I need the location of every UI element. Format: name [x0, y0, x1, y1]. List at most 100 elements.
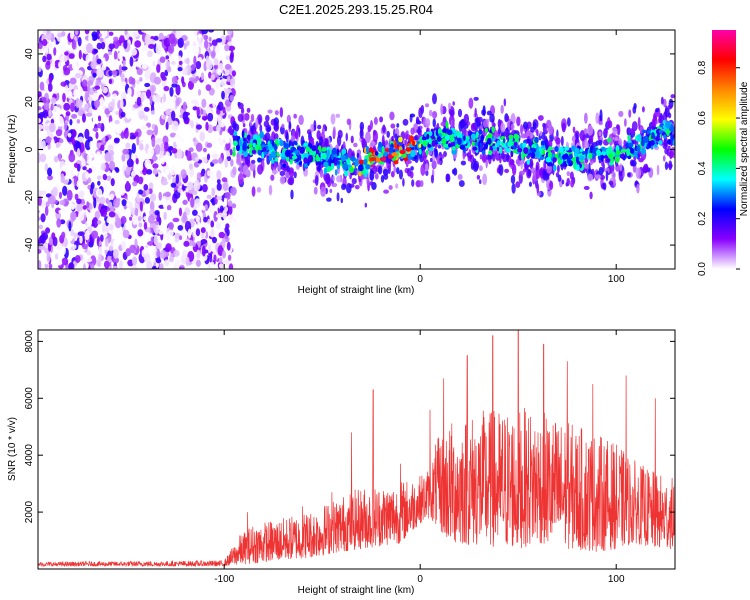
ridge-core	[491, 126, 495, 133]
noise-blob	[144, 159, 152, 169]
noise-blob	[53, 155, 59, 163]
ridge-core	[554, 145, 559, 153]
ridge-halo	[670, 94, 675, 99]
noise-blob	[120, 216, 127, 225]
noise-blob	[217, 115, 222, 126]
noise-blob	[108, 51, 113, 56]
noise-blob	[229, 78, 235, 86]
ridge-halo	[255, 117, 259, 129]
noise-blob	[145, 89, 152, 99]
ridge-halo	[518, 170, 525, 176]
ridge-halo	[425, 170, 429, 177]
ridge-halo	[321, 127, 325, 135]
noise-blob	[110, 205, 115, 214]
ridge-halo	[365, 131, 371, 144]
noise-blob	[58, 153, 62, 162]
noise-blob	[55, 142, 60, 149]
noise-blob	[191, 64, 196, 71]
ridge-halo	[468, 97, 474, 109]
ridge-core	[562, 154, 568, 160]
noise-blob	[137, 164, 144, 172]
noise-blob	[193, 179, 201, 191]
ridge-halo	[583, 112, 588, 124]
ridge-core	[451, 146, 456, 151]
ridge-halo	[655, 108, 659, 113]
ridge-halo	[628, 109, 632, 118]
noise-blob	[117, 51, 123, 60]
noise-blob	[225, 135, 230, 144]
noise-blob	[218, 256, 223, 264]
noise-blob	[156, 104, 162, 114]
noise-blob	[98, 33, 102, 38]
ridge-halo	[369, 120, 373, 130]
noise-blob	[143, 115, 149, 122]
ridge-halo	[279, 175, 286, 185]
noise-blob	[147, 50, 153, 58]
ridge-halo	[539, 130, 543, 137]
ridge-core	[321, 146, 327, 152]
ridge-core	[523, 140, 526, 144]
noise-blob	[148, 38, 155, 45]
noise-blob	[226, 75, 231, 83]
noise-blob	[170, 182, 177, 188]
ridge-halo	[424, 163, 429, 172]
ridge-halo	[637, 116, 641, 128]
noise-blob	[46, 251, 51, 263]
ridge-core	[248, 142, 253, 149]
noise-blob	[211, 159, 219, 164]
noise-blob	[158, 216, 162, 226]
colorbar-tick-label: 0.6	[697, 111, 708, 125]
ridge-core	[663, 134, 667, 139]
noise-blob	[218, 231, 225, 239]
noise-blob	[58, 44, 66, 53]
noise-blob	[78, 49, 82, 60]
ridge-core	[459, 144, 466, 150]
noise-blob	[70, 229, 75, 237]
snr-y-ticks: 2000 4000 6000 8000	[24, 330, 675, 523]
ridge-core	[241, 130, 245, 138]
noise-blob	[131, 77, 136, 85]
ridge-halo	[599, 109, 603, 122]
noise-blob	[218, 212, 224, 218]
y-tick-label: -40	[24, 237, 35, 252]
ridge-halo	[437, 144, 442, 149]
ridge-core	[252, 134, 258, 140]
ridge-halo	[658, 114, 665, 124]
noise-blob	[164, 141, 169, 152]
ridge-peak	[379, 156, 387, 162]
ridge-halo	[588, 162, 591, 174]
ridge-core	[350, 156, 356, 162]
ridge-core	[485, 141, 489, 150]
noise-blob	[52, 186, 58, 198]
ridge-core	[479, 142, 483, 147]
ridge-halo	[472, 158, 477, 165]
noise-blob	[74, 193, 79, 201]
noise-blob	[203, 34, 209, 41]
noise-blob	[160, 157, 165, 165]
noise-blob	[43, 101, 50, 110]
noise-blob	[191, 79, 198, 84]
colorbar-tick-label: 0.2	[697, 211, 708, 225]
noise-blob	[94, 85, 101, 90]
ridge-halo	[598, 131, 602, 137]
noise-blob	[224, 206, 229, 212]
noise-blob	[178, 207, 183, 217]
noise-blob	[116, 197, 121, 203]
ridge-core	[426, 133, 430, 140]
ridge-core	[545, 156, 552, 163]
ridge-core	[522, 142, 527, 148]
ridge-core	[498, 146, 503, 154]
noise-blob	[173, 263, 178, 269]
ridge-halo	[509, 158, 515, 166]
ridge-halo	[314, 175, 319, 186]
noise-blob	[103, 181, 108, 192]
noise-blob	[125, 142, 131, 149]
noise-blob	[146, 260, 153, 269]
noise-blob	[96, 220, 102, 225]
noise-blob	[208, 36, 212, 42]
ridge-halo	[336, 175, 342, 183]
ridge-core	[334, 169, 338, 176]
ridge-halo	[345, 182, 352, 194]
noise-blob	[74, 30, 79, 36]
ridge-halo	[457, 174, 463, 180]
